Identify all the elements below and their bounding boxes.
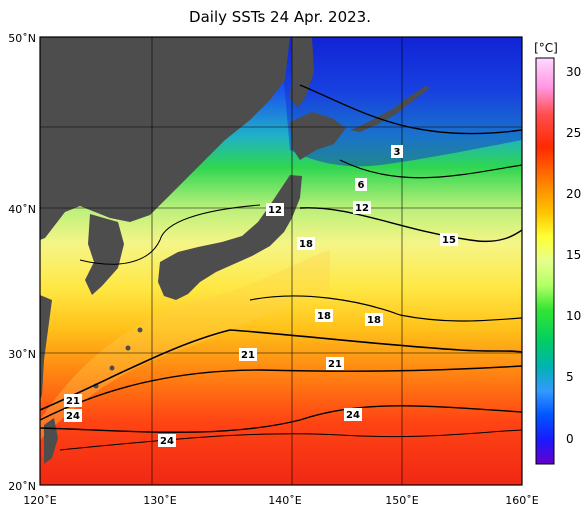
lat-label: 40˚N [8,203,36,216]
lat-label: 50˚N [8,32,36,45]
isotherm-label-group: 3 6 12 12 15 18 18 18 21 21 21 24 24 24 [64,145,458,447]
lat-label: 30˚N [8,348,36,361]
lon-label: 150˚E [385,494,418,507]
isotherm-label: 24 [66,411,80,422]
lon-label: 140˚E [268,494,301,507]
colorbar-tick: 20 [566,187,581,201]
map-frame [39,36,523,486]
land-kuril [350,86,430,132]
colorbar-unit: [°C] [534,41,558,55]
map-title: Daily SSTs 24 Apr. 2023. [189,8,371,26]
isotherm-label: 18 [299,239,313,250]
colorbar-ticks: 30 25 20 15 10 5 0 [566,65,581,446]
land-japan-honshu [158,175,302,300]
colorbar [535,57,555,465]
isotherm-label: 21 [241,350,255,361]
isotherm-label: 6 [358,180,365,191]
island [125,345,131,351]
isotherm-label: 18 [317,311,331,322]
isotherm-label: 15 [442,235,456,246]
lon-label: 130˚E [143,494,176,507]
land-china-coast [40,295,52,400]
colorbar-tick: 15 [566,248,581,262]
land-taiwan [44,418,58,464]
lat-label: 20˚N [8,480,36,493]
colorbar-tick: 30 [566,65,581,79]
isotherm-label: 24 [160,436,174,447]
island [137,327,143,333]
colorbar-tick: 0 [566,432,574,446]
island [109,365,115,371]
colorbar-tick: 25 [566,126,581,140]
colorbar-tick: 10 [566,309,581,323]
isotherm-label: 24 [346,410,360,421]
isotherms [40,84,522,451]
isotherm-label: 12 [355,203,369,214]
land-asia [40,37,290,240]
isotherm-label: 21 [66,396,80,407]
land-korea [85,214,124,295]
land-hokkaido [290,112,346,160]
isotherm-label: 12 [268,205,282,216]
land-sakhalin [290,37,314,108]
isotherm-label: 3 [394,147,401,158]
colorbar-tick: 5 [566,370,574,384]
isotherm-label: 21 [328,359,342,370]
isotherm-label: 18 [367,315,381,326]
lon-label: 120˚E [23,494,56,507]
lon-label: 160˚E [505,494,538,507]
